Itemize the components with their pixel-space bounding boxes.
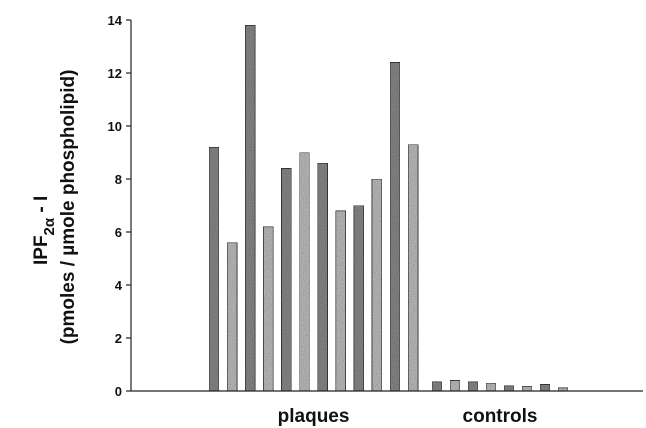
bar-plaques-9 — [353, 205, 365, 392]
y-axis-label-line1: IPF2α - I — [31, 196, 58, 265]
y-tick-label: 14 — [108, 13, 123, 28]
y-axis-label-main: IPF — [31, 235, 52, 265]
bar-plaques-12 — [407, 144, 419, 392]
bar-controls-6 — [521, 385, 533, 392]
y-axis-label-line2: (pmoles / µmole phospholipid) — [58, 70, 79, 345]
bar-controls-5 — [503, 385, 515, 392]
category-label-controls: controls — [463, 406, 538, 427]
bar-controls-7 — [539, 383, 551, 392]
bar-plaques-4 — [262, 226, 274, 392]
bar-plaques-7 — [317, 162, 329, 392]
bar-controls-1 — [431, 381, 443, 392]
y-axis-title: IPF2α - I (pmoles / µmole phospholipid) — [31, 70, 79, 345]
y-tick-label: 8 — [115, 172, 122, 187]
bar-plaques-3 — [244, 24, 256, 392]
bar-plaques-10 — [371, 178, 383, 392]
bar-plaques-6 — [299, 152, 310, 392]
bar-plaques-1 — [208, 146, 220, 392]
y-tick-label: 10 — [108, 119, 122, 134]
bar-controls-2 — [449, 379, 461, 392]
y-axis: 0 2 4 6 8 10 12 14 — [108, 13, 132, 399]
bar-controls-4 — [485, 382, 497, 392]
bar-plaques-8 — [335, 210, 347, 392]
bar-plaques-5 — [280, 167, 292, 392]
y-axis-label-subscript: 2α — [41, 217, 58, 235]
category-label-plaques: plaques — [278, 406, 350, 427]
bars — [208, 24, 569, 392]
y-tick-label: 12 — [108, 66, 122, 81]
y-axis-label-suffix: - I — [31, 196, 52, 218]
bar-plaques-11 — [389, 61, 401, 392]
bar-plaques-2 — [226, 242, 238, 392]
y-tick-label: 0 — [115, 384, 122, 399]
y-tick-label: 4 — [115, 278, 123, 293]
y-tick-label: 6 — [115, 225, 122, 240]
category-labels: plaques controls — [278, 406, 538, 427]
bar-controls-3 — [467, 381, 479, 392]
y-tick-label: 2 — [115, 331, 122, 346]
